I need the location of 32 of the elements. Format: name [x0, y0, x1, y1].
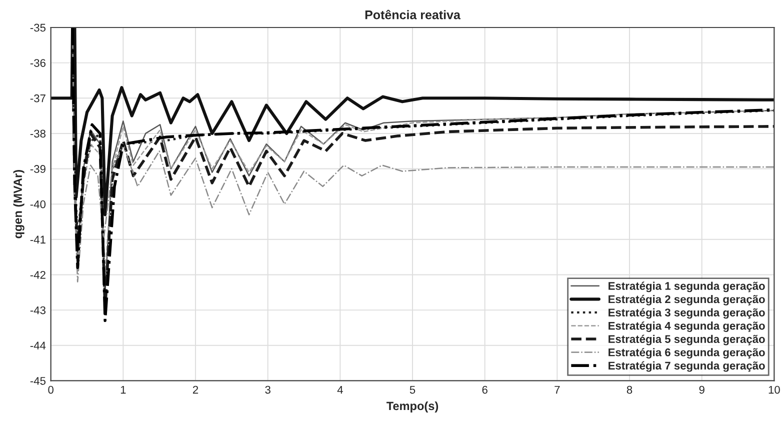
legend-label: Estratégia 2 segunda geração — [608, 294, 765, 306]
x-tick-label: 0 — [48, 386, 54, 394]
y-tick-label: -35 — [30, 24, 46, 32]
chart-title: Potência reativa — [365, 10, 461, 20]
x-tick-label: 4 — [337, 386, 343, 394]
y-axis-title: qgen (MVAr) — [13, 170, 24, 238]
x-tick-label: 7 — [554, 386, 560, 394]
x-tick-label: 6 — [482, 386, 488, 394]
y-tick-label: -43 — [30, 306, 46, 314]
y-tick-label: -45 — [30, 377, 46, 385]
x-tick-label: 3 — [265, 386, 270, 394]
legend-label: Estratégia 7 segunda geração — [608, 361, 765, 372]
y-tick-label: -44 — [30, 342, 46, 350]
x-tick-label: 5 — [410, 386, 416, 394]
legend-label: Estratégia 1 segunda geração — [608, 282, 765, 292]
x-tick-label: 2 — [192, 386, 198, 394]
y-tick-label: -36 — [30, 59, 46, 67]
y-tick-label: -42 — [30, 271, 46, 279]
legend-label: Estratégia 4 segunda geração — [608, 321, 765, 332]
x-tick-label: 10 — [768, 386, 780, 394]
y-tick-label: -37 — [30, 94, 46, 102]
legend-label: Estratégia 5 segunda geração — [608, 334, 765, 346]
x-tick-label: 1 — [120, 386, 126, 394]
y-tick-label: -39 — [30, 165, 46, 173]
y-tick-label: -40 — [30, 200, 46, 208]
legend-label: Estratégia 6 segunda geração — [608, 348, 765, 359]
x-tick-label: 9 — [699, 386, 704, 394]
x-axis-title: Tempo(s) — [386, 401, 438, 412]
y-tick-label: -38 — [30, 130, 46, 138]
legend-label: Estratégia 3 segunda geração — [608, 308, 765, 319]
y-tick-label: -41 — [30, 236, 46, 244]
x-tick-label: 8 — [626, 386, 632, 394]
